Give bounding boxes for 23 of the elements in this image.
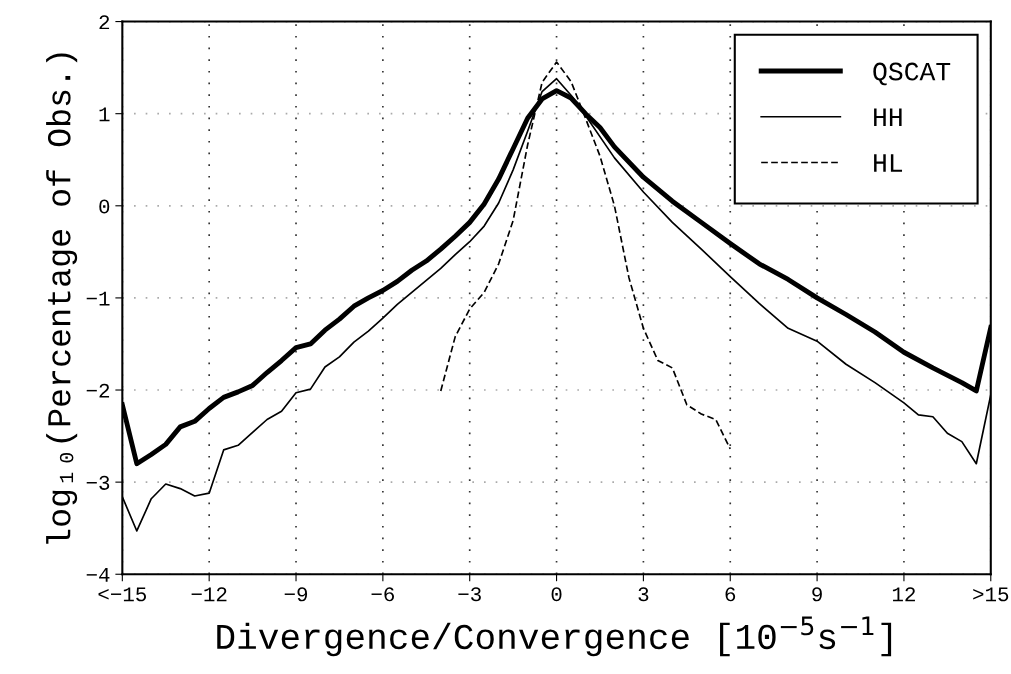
x-tick-label: −3 bbox=[458, 587, 481, 602]
y-tick-label: −3 bbox=[86, 475, 110, 490]
y-tick-label: −2 bbox=[86, 383, 110, 398]
y-tick-label: 1 bbox=[99, 107, 110, 122]
x-tick-label: 9 bbox=[812, 587, 822, 602]
y-tick-label: 0 bbox=[99, 199, 110, 214]
x-axis-title: Divergence/Convergence [10$^{−5}$s$^{−1}$] bbox=[217, 616, 892, 657]
y-tick-label: −4 bbox=[86, 568, 110, 582]
legend-label: HL bbox=[874, 154, 903, 172]
x-tick-label: −9 bbox=[284, 587, 308, 602]
y-axis-title: log₁₀(Percentage of Obs.) bbox=[46, 53, 78, 544]
x-tick-label: −6 bbox=[371, 587, 395, 602]
x-tick-label: 3 bbox=[638, 587, 649, 602]
x-tick-label: 6 bbox=[725, 587, 736, 602]
x-tick-label: 0 bbox=[551, 587, 562, 602]
y-tick-label: −1 bbox=[86, 291, 110, 306]
x-tick-label: 12 bbox=[892, 587, 915, 602]
x-tick-label: −12 bbox=[191, 587, 227, 602]
y-tick-label: 2 bbox=[99, 15, 110, 30]
x-tick-label: <−15 bbox=[98, 587, 147, 602]
x-tick-label: >15 bbox=[973, 587, 1009, 602]
legend-label: QSCAT bbox=[873, 62, 951, 86]
legend-label: HH bbox=[874, 108, 902, 126]
